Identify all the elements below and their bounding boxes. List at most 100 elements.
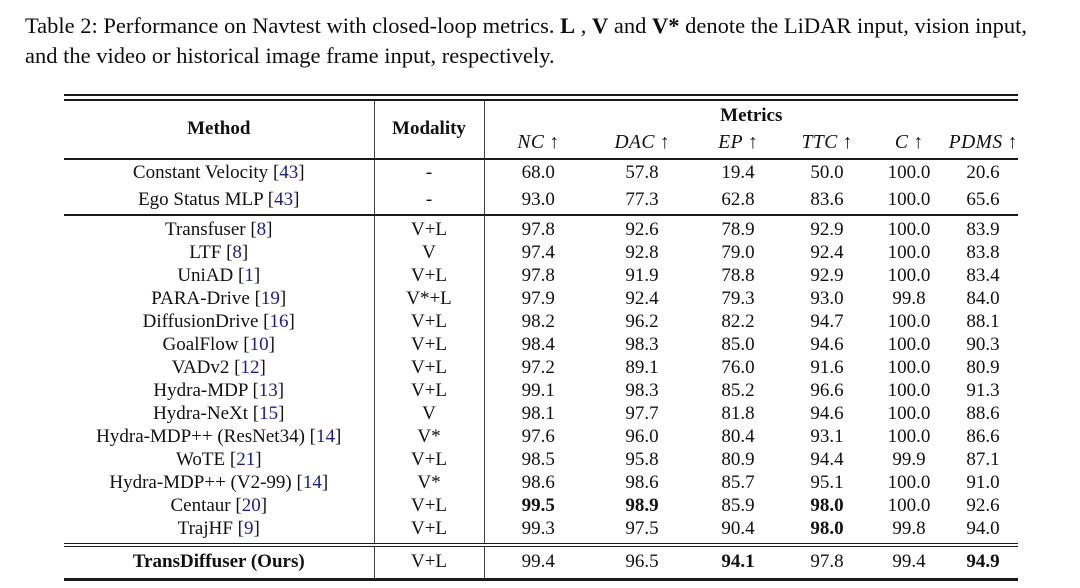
value-cell: 98.2 — [521, 311, 555, 333]
citation-link[interactable]: 14 — [302, 472, 322, 494]
method-cell: Hydra-MDP++ (V2-99) [14] — [64, 472, 374, 495]
table-row: UniAD [1] V+L 97.8 91.9 78.8 92.9 100.0 83.4 — [64, 264, 1018, 288]
value-cell: 87.1 — [966, 449, 1000, 471]
modality-cell: V* — [373, 425, 485, 449]
citation-bracket: ] — [288, 311, 295, 333]
citation-link[interactable]: 15 — [259, 403, 279, 425]
citation-link[interactable]: 20 — [241, 495, 261, 517]
up-arrow-icon: ↑ — [1002, 131, 1018, 153]
method-cell: PARA-Drive [19] — [64, 288, 374, 311]
citation-link[interactable]: 43 — [274, 189, 294, 211]
up-arrow-icon: ↑ — [908, 131, 924, 153]
table-row: Transfuser [8] V+L 97.8 92.6 78.9 92.9 100.0 83… — [64, 214, 1018, 242]
metric-label: TTC — [801, 131, 838, 153]
up-arrow-icon: ↑ — [654, 131, 670, 153]
value-cell: 100.0 — [887, 403, 931, 425]
citation-link[interactable]: 21 — [236, 449, 256, 471]
method-name: Ego Status MLP — [138, 189, 263, 211]
method-cell: Hydra-MDP++ (ResNet34) [14] — [64, 426, 374, 449]
table-row: Ego Status MLP [43] -93.0 77.3 62.8 83.6 100.… — [64, 186, 1018, 215]
citation-bracket: [ — [263, 189, 275, 211]
value-cell: 100.0 — [887, 219, 931, 241]
value-cell: 85.2 — [721, 380, 755, 402]
value-cell: 98.6 — [521, 472, 555, 494]
citation-bracket: [ — [233, 265, 245, 287]
modality-cell: V+L — [373, 379, 485, 403]
value-cell: 85.0 — [721, 334, 755, 356]
citation-link[interactable]: 8 — [232, 242, 242, 264]
value-cell: 99.1 — [521, 380, 555, 402]
value-cell: 20.6 — [966, 162, 1000, 184]
value-cell: 97.5 — [625, 518, 659, 540]
citation-bracket: ] — [335, 426, 342, 448]
value-cell: 100.0 — [887, 380, 931, 402]
value-cell: 99.4 — [521, 551, 555, 573]
citation-link[interactable]: 8 — [256, 219, 267, 241]
metric-header-nc: NC ↑ — [484, 128, 592, 159]
method-name: Constant Velocity — [132, 162, 269, 184]
value-cell: 99.8 — [892, 288, 926, 310]
citation-bracket: ] — [253, 265, 261, 287]
value-cell: 100.0 — [887, 265, 931, 287]
value-cell: 97.2 — [521, 357, 555, 379]
value-cell: 68.0 — [521, 162, 555, 184]
citation-link[interactable]: 43 — [279, 162, 299, 184]
citation-link[interactable]: 19 — [260, 288, 280, 310]
value-cell: 50.0 — [810, 162, 844, 184]
caption-bold-term: L — [560, 13, 576, 38]
value-cell: 84.0 — [966, 288, 1000, 310]
value-cell: 93.0 — [521, 189, 555, 211]
metric-header-c: C ↑ — [870, 128, 948, 159]
value-cell: 94.9 — [966, 551, 1000, 573]
citation-link[interactable]: 16 — [269, 311, 289, 333]
method-name: Hydra-MDP — [153, 380, 248, 402]
value-cell: 94.7 — [810, 311, 844, 333]
value-cell: 99.5 — [521, 495, 555, 517]
header-row-top: Method Modality Metrics — [64, 97, 1018, 159]
value-cell: 99.3 — [521, 518, 555, 540]
citation-bracket: [ — [225, 449, 237, 471]
table-row: WoTE [21] V+L 98.5 95.8 80.9 94.4 99.9 87.1 — [64, 448, 1018, 472]
citation-link[interactable]: 9 — [244, 518, 254, 540]
method-name: GoalFlow — [162, 334, 239, 356]
citation-bracket: ] — [279, 288, 287, 310]
value-cell: 82.2 — [721, 311, 755, 333]
header-row-metrics: NC ↑ DAC ↑ EP ↑ TTC ↑ C ↑ PDMS ↑ — [64, 128, 1018, 159]
value-cell: 98.3 — [625, 380, 659, 402]
value-cell: 96.5 — [625, 551, 659, 573]
table-caption: Table 2: Performance on Navtest with clo… — [25, 11, 1057, 71]
value-cell: 98.1 — [521, 403, 555, 425]
metric-header-pdms: PDMS ↑ — [948, 128, 1018, 159]
method-cell: Centaur [20] — [64, 495, 374, 518]
modality-cell: V+L — [373, 356, 485, 380]
value-cell: 94.6 — [810, 334, 844, 356]
method-cell: TransDiffuser (Ours) — [64, 545, 374, 580]
metric-label: NC — [517, 131, 545, 153]
caption-text: denote the LiDAR input, vision input, an… — [25, 13, 1028, 68]
citation-link[interactable]: 10 — [249, 334, 269, 356]
citation-link[interactable]: 1 — [244, 265, 254, 287]
citation-bracket: ] — [253, 518, 260, 540]
value-cell: 92.9 — [810, 265, 844, 287]
value-cell: 79.0 — [721, 242, 755, 264]
citation-link[interactable]: 12 — [240, 357, 260, 379]
value-cell: 100.0 — [887, 334, 931, 356]
citation-link[interactable]: 13 — [258, 380, 278, 402]
value-cell: 91.6 — [810, 357, 844, 379]
value-cell: 80.9 — [721, 449, 755, 471]
value-cell: 91.9 — [625, 265, 659, 287]
method-name: Transfuser — [165, 219, 246, 241]
value-cell: 81.8 — [721, 403, 755, 425]
caption-bold-term: V* — [652, 13, 680, 38]
value-cell: 100.0 — [887, 162, 931, 184]
metric-label: DAC — [614, 131, 655, 153]
value-cell: 96.0 — [625, 426, 659, 448]
value-cell: 97.8 — [810, 551, 844, 573]
metric-label: C — [894, 131, 909, 153]
value-cell: 99.9 — [892, 449, 926, 471]
results-table: Method Modality Metrics NC ↑ DAC ↑ EP ↑ TTC… — [64, 93, 1019, 581]
method-name: Hydra-MDP++ (ResNet34) — [96, 426, 305, 448]
modality-cell: V+L — [373, 494, 485, 518]
citation-link[interactable]: 14 — [316, 426, 335, 448]
method-name: UniAD — [177, 265, 234, 287]
